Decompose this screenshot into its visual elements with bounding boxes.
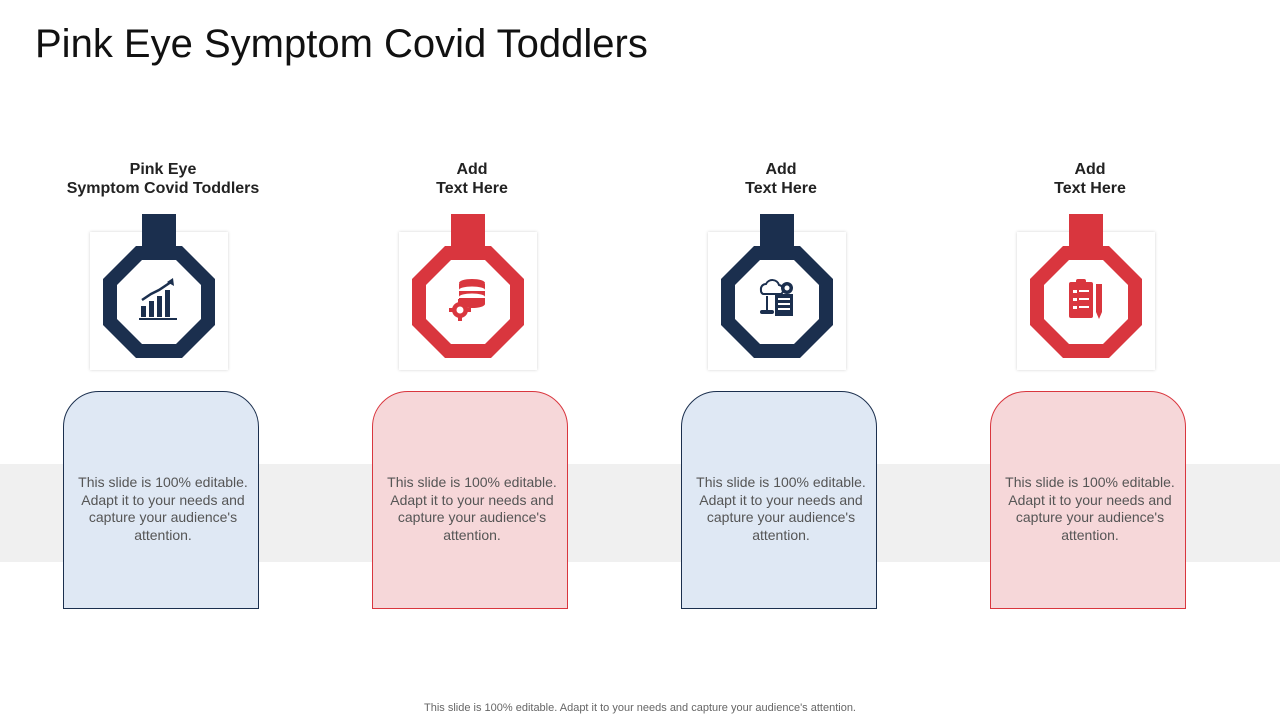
info-card (681, 391, 877, 609)
bar-chart-growth-icon (139, 278, 177, 320)
info-card (990, 391, 1186, 609)
column-3: Add Text Here This slide is 100% editabl… (681, 0, 881, 720)
info-card-text: This slide is 100% editable. Adapt it to… (696, 474, 866, 543)
column-heading-line1: Add (1074, 161, 1106, 178)
database-gear-icon (449, 279, 485, 321)
footer-note: This slide is 100% editable. Adapt it to… (424, 702, 856, 714)
column-heading-line2: Symptom Covid Toddlers (66, 180, 260, 197)
column-heading-line2: Text Here (1054, 180, 1126, 197)
info-card (372, 391, 568, 609)
column-4: Add Text Here This slide is 100% editabl… (990, 0, 1190, 720)
column-2: Add Text Here This slide is 100% editabl… (372, 0, 572, 720)
column-heading-line1: Add (456, 161, 488, 178)
clipboard-checklist-icon (1069, 279, 1102, 319)
column-heading: Pink Eye Symptom Covid Toddlers (63, 160, 263, 198)
info-card (63, 391, 259, 609)
column-heading-line1: Pink Eye (129, 161, 197, 178)
cloud-gear-checklist-icon (759, 279, 793, 316)
info-card-text: This slide is 100% editable. Adapt it to… (1005, 474, 1175, 543)
info-card-text: This slide is 100% editable. Adapt it to… (387, 474, 557, 543)
column-heading-line1: Add (765, 161, 797, 178)
column-heading-line2: Text Here (745, 180, 817, 197)
column-heading-line2: Text Here (436, 180, 508, 197)
column-heading: Add Text Here (990, 160, 1190, 198)
column-heading: Add Text Here (681, 160, 881, 198)
column-1: Pink Eye Symptom Covid Toddlers This sli… (63, 0, 263, 720)
column-heading: Add Text Here (372, 160, 572, 198)
page-title: Pink Eye Symptom Covid Toddlers (35, 22, 648, 66)
info-card-text: This slide is 100% editable. Adapt it to… (78, 474, 248, 543)
